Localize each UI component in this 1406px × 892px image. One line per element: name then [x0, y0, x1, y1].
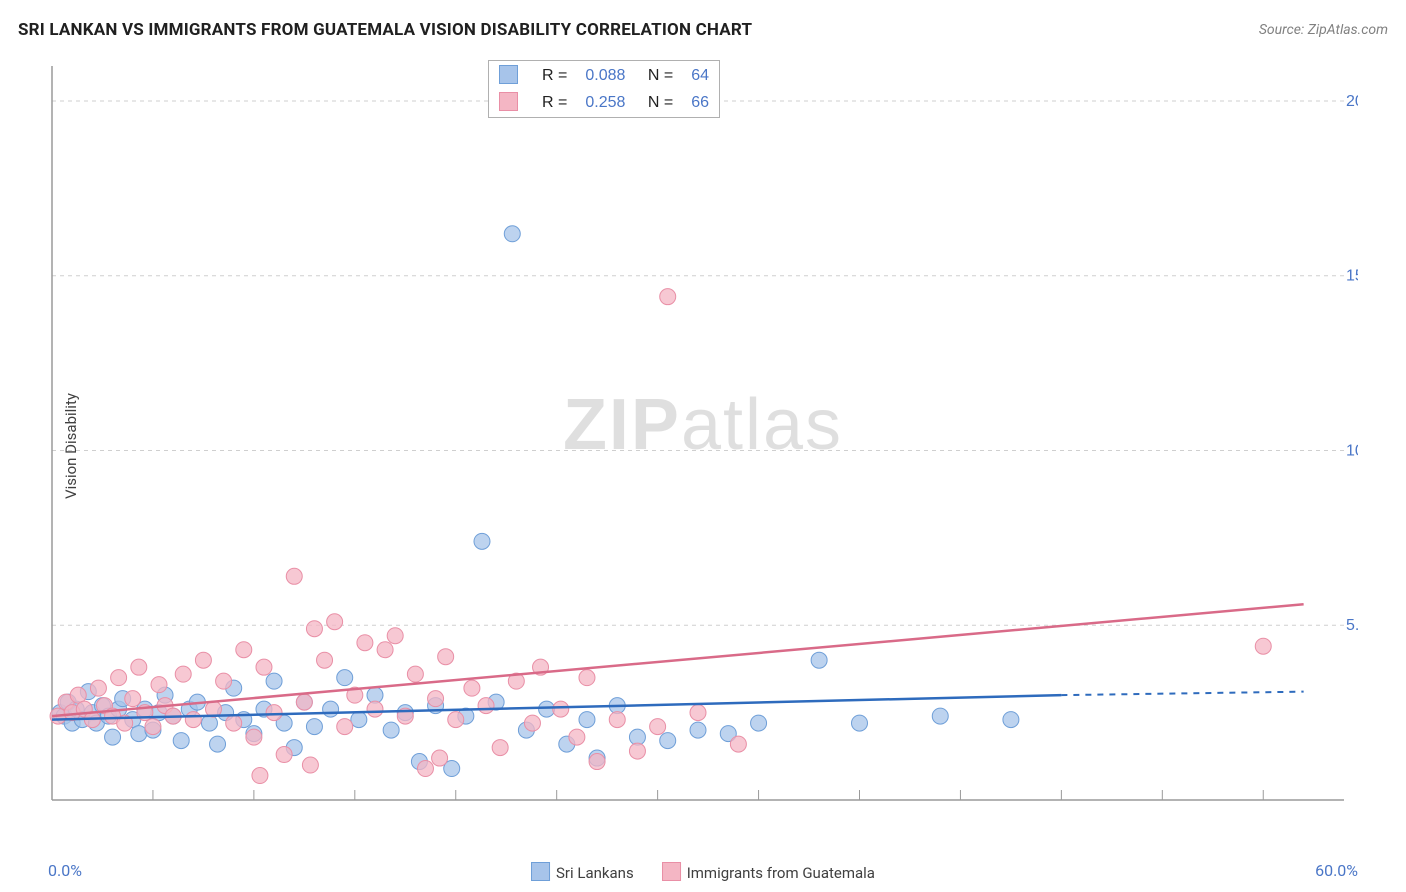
stats-legend: R =0.088 N =64R =0.258 N =66: [488, 60, 720, 118]
x-min-label: 0.0%: [48, 861, 82, 880]
plot-area: 5.0%10.0%15.0%20.0% ZIPatlas R =0.088 N …: [48, 60, 1358, 820]
x-axis-labels: 0.0% 60.0%: [48, 861, 1358, 880]
chart-title: SRI LANKAN VS IMMIGRANTS FROM GUATEMALA …: [18, 20, 752, 40]
svg-text:20.0%: 20.0%: [1346, 93, 1358, 110]
svg-text:15.0%: 15.0%: [1346, 268, 1358, 285]
source-label: Source: ZipAtlas.com: [1259, 22, 1388, 38]
svg-text:10.0%: 10.0%: [1346, 442, 1358, 459]
svg-text:5.0%: 5.0%: [1346, 617, 1358, 634]
x-max-label: 60.0%: [1315, 861, 1358, 880]
chart-container: SRI LANKAN VS IMMIGRANTS FROM GUATEMALA …: [0, 0, 1406, 892]
